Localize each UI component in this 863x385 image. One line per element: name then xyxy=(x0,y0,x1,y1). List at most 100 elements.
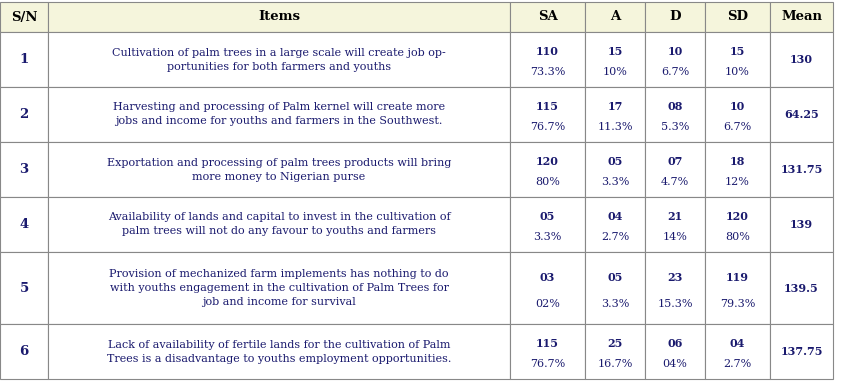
Bar xyxy=(770,142,833,197)
Text: 14%: 14% xyxy=(663,232,688,242)
Text: 10%: 10% xyxy=(725,67,750,77)
Bar xyxy=(770,2,833,32)
Text: 76.7%: 76.7% xyxy=(530,122,565,132)
Text: 110: 110 xyxy=(536,46,559,57)
Text: 4.7%: 4.7% xyxy=(661,177,690,187)
Text: 139: 139 xyxy=(790,219,813,230)
Bar xyxy=(585,87,645,142)
Text: 130: 130 xyxy=(790,54,813,65)
Text: 3.3%: 3.3% xyxy=(533,232,562,242)
Bar xyxy=(705,87,770,142)
Text: 137.75: 137.75 xyxy=(780,346,822,357)
Text: 10%: 10% xyxy=(602,67,627,77)
Text: 80%: 80% xyxy=(725,232,750,242)
Text: 17: 17 xyxy=(608,101,623,112)
Text: Cultivation of palm trees in a large scale will create job op-
portunities for b: Cultivation of palm trees in a large sca… xyxy=(112,47,446,72)
Bar xyxy=(645,324,705,379)
Text: 25: 25 xyxy=(608,338,623,349)
Bar xyxy=(705,2,770,32)
Text: 3.3%: 3.3% xyxy=(601,177,629,187)
Text: 05: 05 xyxy=(608,272,623,283)
Bar xyxy=(705,142,770,197)
Text: 76.7%: 76.7% xyxy=(530,358,565,368)
Text: 6: 6 xyxy=(19,345,28,358)
Bar xyxy=(705,324,770,379)
Text: Items: Items xyxy=(258,10,300,23)
Bar xyxy=(510,87,585,142)
Text: 131.75: 131.75 xyxy=(780,164,822,175)
Text: Harvesting and processing of Palm kernel will create more
jobs and income for yo: Harvesting and processing of Palm kernel… xyxy=(113,102,445,127)
Text: 120: 120 xyxy=(726,211,749,222)
Bar xyxy=(770,324,833,379)
Text: Exportation and processing of palm trees products will bring
more money to Niger: Exportation and processing of palm trees… xyxy=(107,157,451,181)
Text: 15.3%: 15.3% xyxy=(658,299,693,309)
Text: 04%: 04% xyxy=(663,358,688,368)
Text: Mean: Mean xyxy=(781,10,822,23)
Text: A: A xyxy=(610,10,620,23)
Text: 80%: 80% xyxy=(535,177,560,187)
Text: SA: SA xyxy=(538,10,557,23)
Text: 06: 06 xyxy=(667,338,683,349)
Text: 139.5: 139.5 xyxy=(784,283,819,293)
Text: 10: 10 xyxy=(730,101,745,112)
Bar xyxy=(510,324,585,379)
Bar xyxy=(645,252,705,324)
Text: 07: 07 xyxy=(667,156,683,167)
Text: 3.3%: 3.3% xyxy=(601,299,629,309)
Text: 04: 04 xyxy=(730,338,745,349)
Bar xyxy=(585,142,645,197)
Text: 23: 23 xyxy=(667,272,683,283)
Text: 2.7%: 2.7% xyxy=(723,358,752,368)
Bar xyxy=(510,197,585,252)
Bar xyxy=(585,32,645,87)
Text: 3: 3 xyxy=(20,163,28,176)
Text: 5.3%: 5.3% xyxy=(661,122,690,132)
Text: 64.25: 64.25 xyxy=(784,109,819,120)
Text: SD: SD xyxy=(727,10,748,23)
Text: 6.7%: 6.7% xyxy=(723,122,752,132)
Bar xyxy=(585,197,645,252)
Bar xyxy=(0,32,48,87)
Text: 11.3%: 11.3% xyxy=(597,122,633,132)
Text: S/N: S/N xyxy=(10,10,37,23)
Bar xyxy=(705,197,770,252)
Bar xyxy=(48,2,510,32)
Bar xyxy=(585,252,645,324)
Bar xyxy=(48,87,510,142)
Text: D: D xyxy=(669,10,681,23)
Text: 2: 2 xyxy=(19,108,28,121)
Text: 04: 04 xyxy=(608,211,623,222)
Bar xyxy=(585,2,645,32)
Bar xyxy=(48,142,510,197)
Bar xyxy=(705,252,770,324)
Bar xyxy=(645,197,705,252)
Bar xyxy=(770,197,833,252)
Bar xyxy=(510,2,585,32)
Bar xyxy=(510,252,585,324)
Text: 18: 18 xyxy=(730,156,745,167)
Bar xyxy=(0,142,48,197)
Bar xyxy=(645,142,705,197)
Text: 21: 21 xyxy=(667,211,683,222)
Text: Availability of lands and capital to invest in the cultivation of
palm trees wil: Availability of lands and capital to inv… xyxy=(108,213,450,236)
Text: 08: 08 xyxy=(667,101,683,112)
Text: 4: 4 xyxy=(19,218,28,231)
Text: 120: 120 xyxy=(536,156,559,167)
Text: 05: 05 xyxy=(608,156,623,167)
Bar xyxy=(510,142,585,197)
Text: 115: 115 xyxy=(536,101,559,112)
Text: 15: 15 xyxy=(730,46,745,57)
Bar xyxy=(645,2,705,32)
Text: 15: 15 xyxy=(608,46,623,57)
Text: 02%: 02% xyxy=(535,299,560,309)
Text: 5: 5 xyxy=(19,281,28,295)
Bar xyxy=(0,252,48,324)
Bar xyxy=(585,324,645,379)
Bar xyxy=(0,197,48,252)
Text: 12%: 12% xyxy=(725,177,750,187)
Bar xyxy=(510,32,585,87)
Text: 73.3%: 73.3% xyxy=(530,67,565,77)
Bar xyxy=(0,87,48,142)
Text: 6.7%: 6.7% xyxy=(661,67,690,77)
Bar xyxy=(48,32,510,87)
